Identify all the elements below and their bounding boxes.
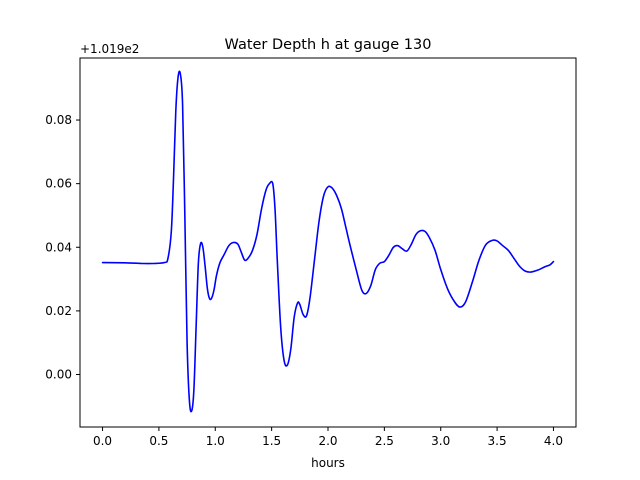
x-tick-label: 3.5 <box>488 434 507 448</box>
x-tick-label: 0.5 <box>149 434 168 448</box>
x-tick-label: 1.0 <box>206 434 225 448</box>
x-tick-label: 2.0 <box>318 434 337 448</box>
x-tick-label: 2.5 <box>375 434 394 448</box>
y-offset-label: +1.019e2 <box>80 42 139 56</box>
x-tick-label: 0.0 <box>93 434 112 448</box>
chart-title: Water Depth h at gauge 130 <box>225 37 432 53</box>
y-tick-label: 0.08 <box>45 113 72 127</box>
y-tick-label: 0.02 <box>45 304 72 318</box>
series-line-0 <box>101 70 555 413</box>
y-tick-label: 0.04 <box>45 240 72 254</box>
x-axis-label: hours <box>311 456 345 470</box>
axes-frame <box>79 57 577 428</box>
x-tick-label: 4.0 <box>544 434 563 448</box>
x-tick-label: 3.0 <box>431 434 450 448</box>
y-tick-label: 0.06 <box>45 177 72 191</box>
x-axis: 0.0 0.5 1.0 1.5 2.0 2.5 3.0 3.5 4.0 <box>93 427 563 448</box>
y-tick-label: 0.00 <box>45 368 72 382</box>
x-tick-label: 1.5 <box>262 434 281 448</box>
plot-area <box>101 70 555 413</box>
y-axis: 0.00 0.02 0.04 0.06 0.08 <box>45 113 80 382</box>
